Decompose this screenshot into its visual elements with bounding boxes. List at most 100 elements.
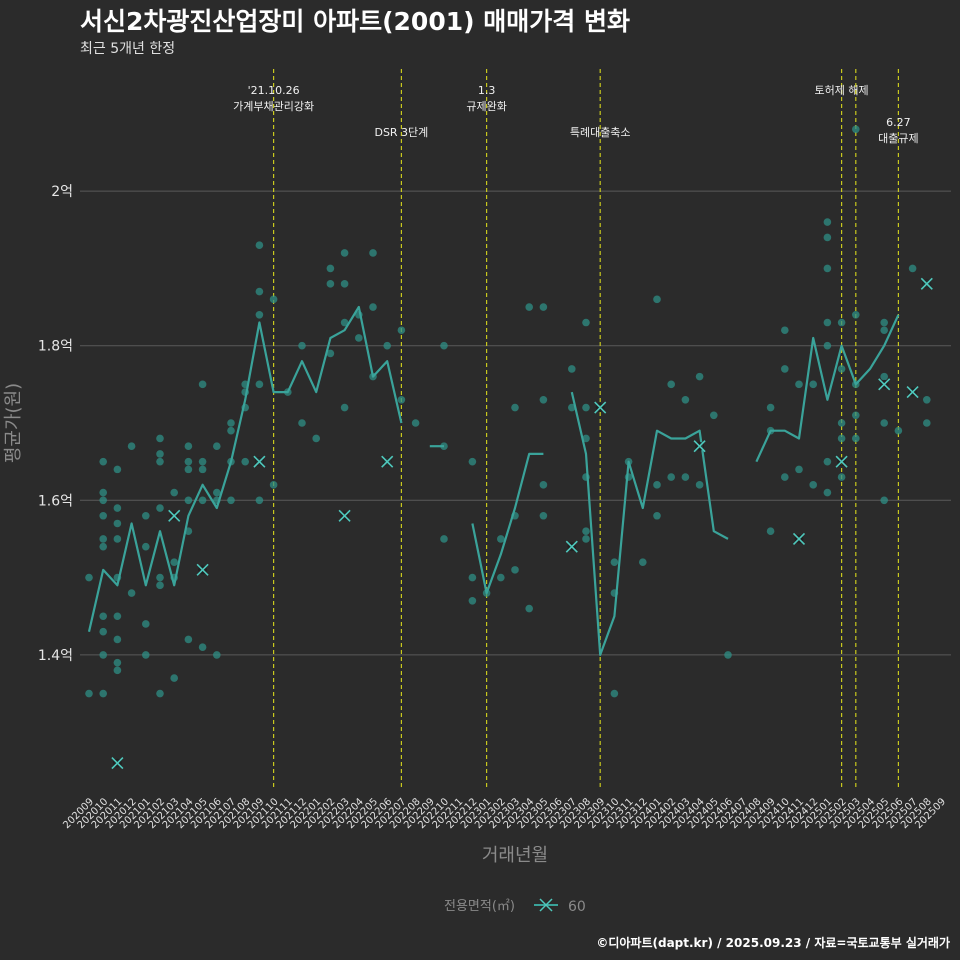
scatter-point bbox=[355, 334, 363, 342]
scatter-point bbox=[468, 596, 477, 605]
scatter-point bbox=[823, 488, 832, 497]
scatter-point bbox=[823, 233, 832, 242]
scatter-point bbox=[823, 341, 832, 350]
scatter-point bbox=[766, 527, 775, 536]
scatter-point bbox=[241, 457, 249, 466]
scatter-point bbox=[610, 558, 619, 566]
scatter-point bbox=[710, 411, 718, 420]
chart-title: 서신2차광진산업장미 아파트(2001) 매매가격 변화 bbox=[80, 7, 630, 36]
scatter-point bbox=[99, 488, 107, 497]
series-line-60 bbox=[87, 305, 403, 632]
scatter-point bbox=[539, 511, 548, 520]
scatter-point bbox=[340, 403, 349, 412]
scatter-point bbox=[156, 581, 164, 590]
scatter-point bbox=[369, 249, 377, 257]
scatter-point bbox=[568, 365, 576, 373]
x-marker bbox=[906, 386, 919, 399]
scatter-point bbox=[113, 519, 122, 528]
scatter-point bbox=[99, 496, 107, 505]
x-marker bbox=[835, 455, 848, 468]
scatter-point bbox=[184, 635, 193, 644]
scatter-point bbox=[795, 465, 803, 474]
x-markers bbox=[111, 277, 933, 770]
scatter-point bbox=[852, 310, 860, 319]
scatter-point bbox=[837, 365, 846, 373]
scatter-point bbox=[198, 465, 207, 474]
scatter-point bbox=[568, 403, 576, 412]
scatter-point bbox=[99, 542, 107, 551]
scatter-point bbox=[795, 380, 803, 389]
scatter-point bbox=[440, 535, 448, 543]
legend-title: 전용면적(㎡) bbox=[444, 899, 515, 914]
scatter-point bbox=[667, 380, 675, 389]
scatter-point bbox=[880, 419, 888, 427]
series-line-60 bbox=[570, 391, 729, 657]
scatter-point bbox=[383, 341, 392, 350]
scatter-point bbox=[681, 473, 690, 481]
event-label: 1.3 bbox=[478, 84, 496, 97]
scatter-point bbox=[198, 643, 207, 651]
scatter-point bbox=[85, 573, 93, 582]
scatter-point bbox=[227, 426, 235, 435]
legend: 전용면적(㎡) 60 bbox=[444, 898, 586, 915]
scatter-point bbox=[255, 241, 264, 250]
scatter-point bbox=[156, 450, 164, 458]
scatter-point bbox=[880, 496, 888, 505]
scatter-point bbox=[227, 496, 235, 505]
scatter-point bbox=[198, 496, 207, 505]
scatter-point bbox=[468, 457, 477, 466]
scatter-point bbox=[766, 403, 775, 412]
scatter-point bbox=[497, 535, 505, 543]
scatter-point bbox=[511, 403, 519, 412]
scatter-point bbox=[113, 465, 122, 474]
x-marker bbox=[111, 757, 124, 770]
scatter-point bbox=[852, 411, 860, 420]
x-marker bbox=[381, 455, 394, 468]
scatter-point bbox=[837, 318, 846, 327]
x-marker bbox=[253, 455, 266, 468]
scatter-point bbox=[908, 264, 917, 273]
scatter-point bbox=[923, 396, 931, 404]
x-marker bbox=[338, 509, 351, 522]
event-label: 특례대출축소 bbox=[570, 126, 631, 139]
scatter-point bbox=[497, 573, 505, 582]
series-line-60 bbox=[755, 314, 900, 463]
x-marker bbox=[594, 401, 607, 414]
scatter-point bbox=[525, 303, 533, 311]
scatter-point bbox=[539, 481, 548, 489]
x-marker bbox=[878, 378, 891, 391]
scatter-point bbox=[340, 249, 349, 257]
scatter-point bbox=[837, 419, 846, 427]
scatter-point bbox=[695, 372, 704, 381]
scatter-point bbox=[156, 573, 164, 582]
scatter-point bbox=[397, 326, 406, 335]
x-marker bbox=[196, 563, 209, 576]
y-tick-label: 1.4억 bbox=[38, 648, 73, 664]
scatter-point bbox=[823, 457, 832, 466]
scatter-point bbox=[184, 457, 193, 466]
scatter-point bbox=[511, 566, 519, 574]
data-credit: ©디아파트(dapt.kr) / 2025.09.23 / 자료=국토교통부 실… bbox=[596, 936, 950, 950]
y-tick-label: 1.6억 bbox=[38, 493, 73, 509]
scatter-point bbox=[255, 496, 264, 505]
scatter-point bbox=[837, 434, 846, 443]
scatter-point bbox=[127, 589, 136, 597]
scatter-point bbox=[582, 318, 590, 327]
scatter-point bbox=[156, 457, 164, 466]
event-label: DSR 3단계 bbox=[374, 126, 428, 139]
scatter-point bbox=[781, 365, 789, 373]
event-label: '21.10.26 bbox=[248, 84, 300, 97]
scatter-point bbox=[255, 310, 264, 319]
event-label: 가계부채관리강화 bbox=[233, 100, 314, 113]
scatter-point bbox=[525, 604, 533, 613]
scatter-point bbox=[880, 372, 888, 381]
scatter-point bbox=[99, 651, 107, 659]
scatter-point bbox=[582, 434, 590, 443]
scatter-point bbox=[113, 658, 122, 667]
scatter-point bbox=[255, 287, 264, 296]
scatter-point bbox=[170, 558, 178, 566]
x-axis-ticks: 2020092020102020112020122021012021022021… bbox=[61, 796, 948, 831]
scatter-point bbox=[170, 488, 178, 497]
scatter-point bbox=[298, 341, 306, 350]
